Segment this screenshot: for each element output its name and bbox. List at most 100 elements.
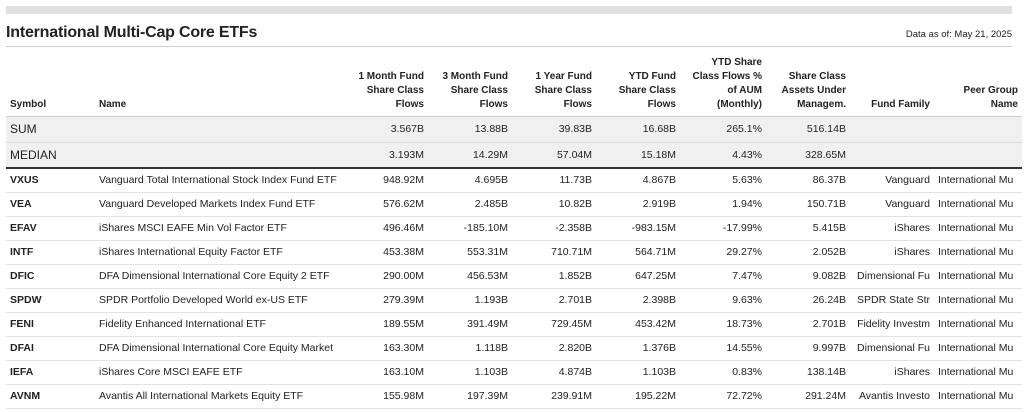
table-row[interactable]: AVNM Avantis All International Markets Eq…: [6, 384, 1022, 409]
flows-ytd-cell: 453.42M: [596, 312, 680, 337]
name-cell: iShares Core MSCI EAFE ETF: [95, 360, 346, 385]
summary-cell-pct: 4.43%: [680, 142, 766, 169]
aum-cell: 9.082B: [766, 264, 850, 289]
col-header-1y-flows[interactable]: 1 Year Fund Share Class Flows: [534, 70, 592, 110]
name-cell: Fidelity Enhanced International ETF: [95, 312, 346, 337]
flows-1m-cell: 163.10M: [346, 360, 428, 385]
col-header-3m-flows[interactable]: 3 Month Fund Share Class Flows: [442, 70, 508, 110]
summary-cell-1m: 3.193M: [346, 142, 428, 169]
fund-family-cell: Fidelity Investm: [850, 312, 934, 337]
flows-1m-cell: 279.39M: [346, 288, 428, 313]
summary-cell-aum: 328.65M: [766, 142, 850, 169]
flows-1m-cell: 496.46M: [346, 216, 428, 241]
summary-row-sum: SUM 3.567B 13.88B 39.83B 16.68B 265.1% 5…: [6, 116, 1022, 143]
peer-group-cell: International Mu: [934, 264, 1022, 289]
table-row[interactable]: INTF iShares International Equity Factor …: [6, 240, 1022, 265]
table-row[interactable]: EFAV iShares MSCI EAFE Min Vol Factor ETF…: [6, 216, 1022, 241]
summary-family-cell: [850, 116, 934, 143]
flows-1y-cell: 11.73B: [512, 168, 596, 193]
symbol-cell[interactable]: EFAV: [6, 216, 95, 241]
flows-1y-cell: 729.45M: [512, 312, 596, 337]
flows-3m-cell: 4.695B: [428, 168, 512, 193]
aum-cell: 9.997B: [766, 336, 850, 361]
name-cell: DFA Dimensional International Core Equit…: [95, 264, 346, 289]
peer-group-cell: International Mu: [934, 360, 1022, 385]
symbol-cell[interactable]: FENI: [6, 312, 95, 337]
table-row[interactable]: SPDW SPDR Portfolio Developed World ex-US…: [6, 288, 1022, 313]
fund-family-cell: iShares: [850, 240, 934, 265]
name-cell: SPDR Portfolio Developed World ex-US ETF: [95, 288, 346, 313]
symbol-cell[interactable]: VXUS: [6, 168, 95, 193]
flows-ytd-cell: 1.103B: [596, 360, 680, 385]
flows-3m-cell: 391.49M: [428, 312, 512, 337]
symbol-cell[interactable]: SPDW: [6, 288, 95, 313]
peer-group-cell: International Mu: [934, 168, 1022, 193]
flows-1m-cell: 189.55M: [346, 312, 428, 337]
summary-label: MEDIAN: [6, 142, 95, 169]
symbol-cell[interactable]: IEFA: [6, 360, 95, 385]
flows-1y-cell: 1.852B: [512, 264, 596, 289]
page-title: International Multi-Cap Core ETFs: [6, 24, 258, 41]
flows-ytd-cell: 2.919B: [596, 192, 680, 217]
flows-ytd-cell: 647.25M: [596, 264, 680, 289]
pct-aum-cell: 5.63%: [680, 168, 766, 193]
col-header-1m-flows[interactable]: 1 Month Fund Share Class Flows: [358, 70, 424, 110]
col-header-name[interactable]: Name: [99, 98, 127, 110]
name-cell: DFA Dimensional International Core Equit…: [95, 336, 346, 361]
fund-family-cell: Dimensional Fu: [850, 336, 934, 361]
flows-1y-cell: 710.71M: [512, 240, 596, 265]
symbol-cell[interactable]: AVNM: [6, 384, 95, 409]
table-header-row: Symbol Name 1 Month Fund Share Class Flows…: [6, 48, 1022, 116]
summary-cell-pct: 265.1%: [680, 116, 766, 143]
fund-family-cell: Vanguard: [850, 192, 934, 217]
flows-3m-cell: 456.53M: [428, 264, 512, 289]
table-row[interactable]: FENI Fidelity Enhanced International ETF 1…: [6, 312, 1022, 337]
name-cell: Vanguard Total International Stock Index…: [95, 168, 346, 193]
col-header-symbol[interactable]: Symbol: [10, 98, 47, 110]
summary-label: SUM: [6, 116, 95, 143]
table-row[interactable]: DFAI DFA Dimensional International Core E…: [6, 336, 1022, 361]
flows-ytd-cell: 1.376B: [596, 336, 680, 361]
pct-aum-cell: 1.94%: [680, 192, 766, 217]
pct-aum-cell: 18.73%: [680, 312, 766, 337]
pct-aum-cell: 0.83%: [680, 360, 766, 385]
peer-group-cell: International Mu: [934, 312, 1022, 337]
flows-1m-cell: 453.38M: [346, 240, 428, 265]
col-header-ytd-flows[interactable]: YTD Fund Share Class Flows: [618, 70, 676, 110]
flows-ytd-cell: 4.867B: [596, 168, 680, 193]
summary-cell-3m: 13.88B: [428, 116, 512, 143]
fund-family-cell: iShares: [850, 216, 934, 241]
symbol-cell[interactable]: DFIC: [6, 264, 95, 289]
pct-aum-cell: 9.63%: [680, 288, 766, 313]
col-header-aum[interactable]: Share Class Assets Under Managem.: [781, 70, 846, 110]
symbol-cell[interactable]: VEA: [6, 192, 95, 217]
summary-name-cell: [95, 142, 346, 169]
symbol-cell[interactable]: DFAI: [6, 336, 95, 361]
table-row[interactable]: VEA Vanguard Developed Markets Index Fund…: [6, 192, 1022, 217]
summary-cell-aum: 516.14B: [766, 116, 850, 143]
peer-group-cell: International Mu: [934, 192, 1022, 217]
summary-cell-ytd: 16.68B: [596, 116, 680, 143]
flows-1y-cell: 4.874B: [512, 360, 596, 385]
aum-cell: 2.701B: [766, 312, 850, 337]
flows-3m-cell: -185.10M: [428, 216, 512, 241]
col-header-peer-group[interactable]: Peer Group Name: [963, 84, 1018, 110]
table-row[interactable]: IEFA iShares Core MSCI EAFE ETF 163.10M 1.1…: [6, 360, 1022, 385]
flows-1y-cell: -2.358B: [512, 216, 596, 241]
table-row[interactable]: DFIC DFA Dimensional International Core E…: [6, 264, 1022, 289]
col-header-fund-family[interactable]: Fund Family: [871, 98, 930, 110]
flows-1y-cell: 239.91M: [512, 384, 596, 409]
flows-ytd-cell: 195.22M: [596, 384, 680, 409]
col-header-ytd-pct-aum[interactable]: YTD Share Class Flows % of AUM (Monthly): [692, 56, 762, 110]
pct-aum-cell: 29.27%: [680, 240, 766, 265]
name-cell: Avantis All International Markets Equity…: [95, 384, 346, 409]
symbol-cell[interactable]: INTF: [6, 240, 95, 265]
table-row[interactable]: VXUS Vanguard Total International Stock I…: [6, 168, 1022, 193]
flows-1y-cell: 2.701B: [512, 288, 596, 313]
name-cell: iShares International Equity Factor ETF: [95, 240, 346, 265]
fund-family-cell: Dimensional Fu: [850, 264, 934, 289]
summary-family-cell: [850, 142, 934, 169]
fund-family-cell: iShares: [850, 360, 934, 385]
title-divider: [6, 46, 1012, 47]
summary-cell-1m: 3.567B: [346, 116, 428, 143]
